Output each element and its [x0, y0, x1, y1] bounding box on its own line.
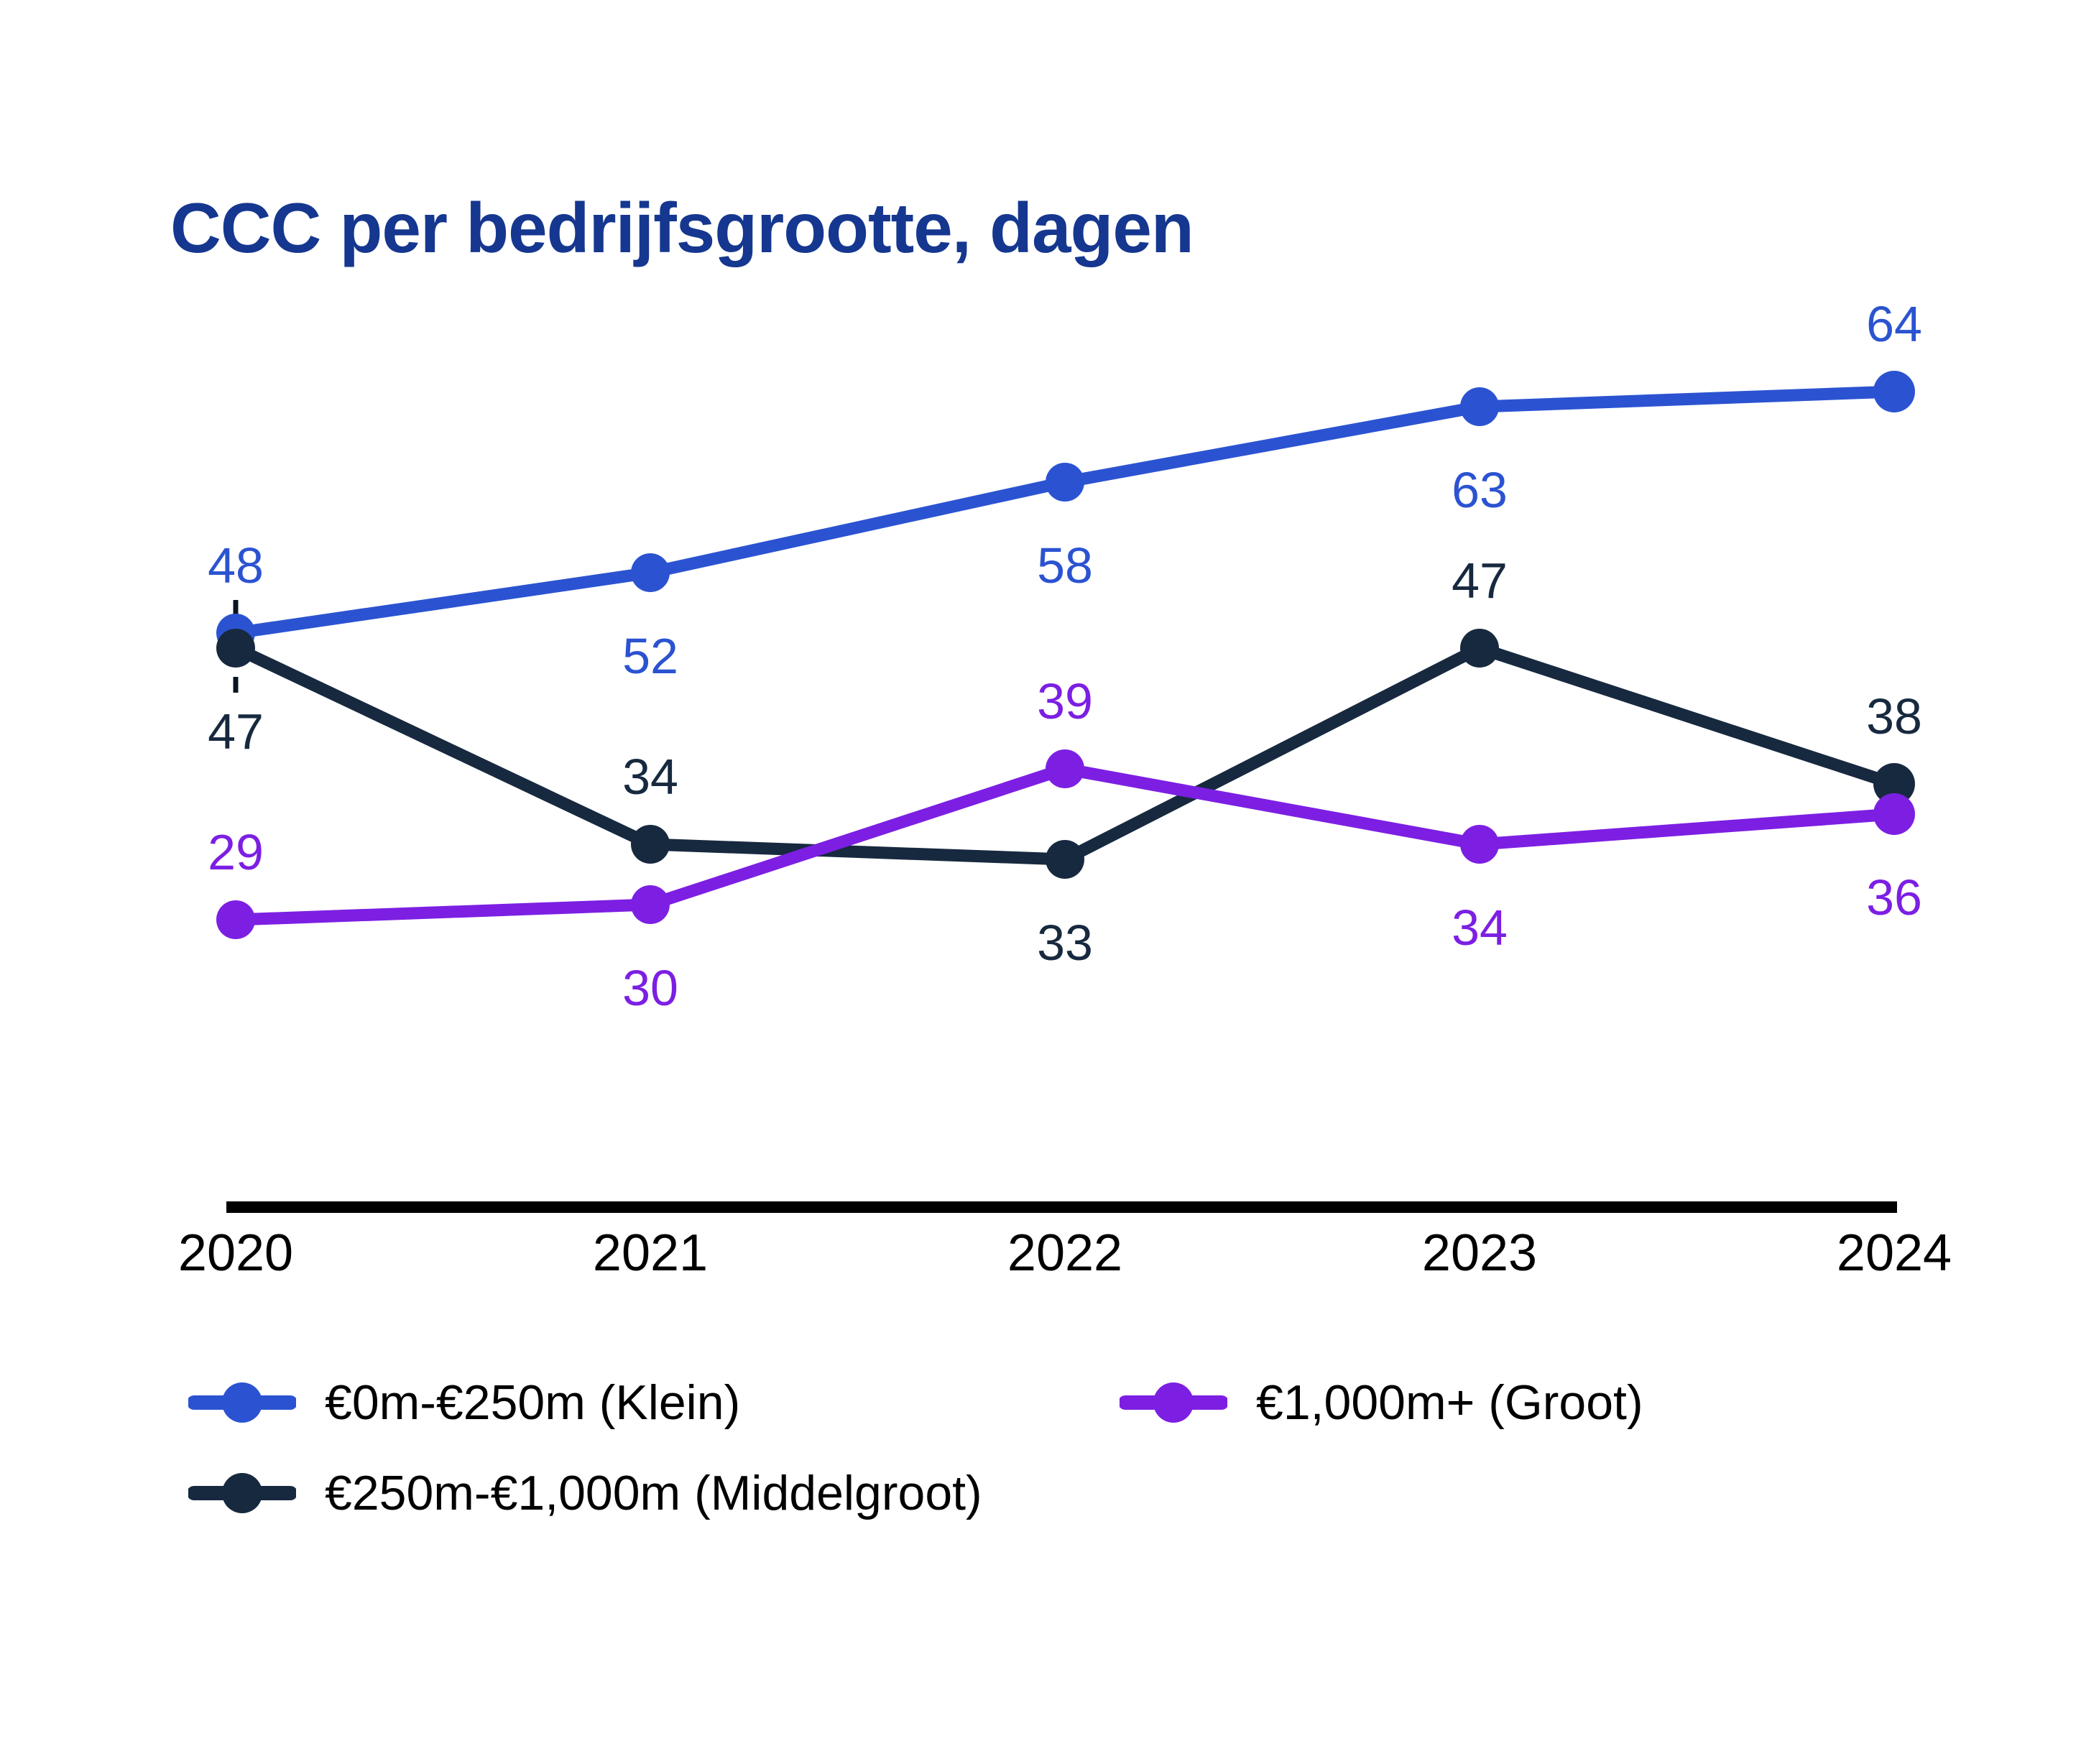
x-axis-label: 2024	[1837, 1224, 1952, 1282]
value-label-middelgroot: 33	[1037, 915, 1093, 971]
value-label-groot: 30	[622, 960, 678, 1016]
legend-label-groot: €1,000m+ (Groot)	[1256, 1375, 1643, 1430]
value-label-middelgroot: 47	[208, 703, 264, 759]
value-label-klein: 52	[622, 628, 678, 684]
value-label-klein: 63	[1452, 462, 1508, 518]
x-axis-label: 2020	[178, 1224, 293, 1282]
legend-label-middelgroot: €250m-€1,000m (Middelgroot)	[325, 1466, 982, 1520]
legend-label-klein: €0m-€250m (Klein)	[325, 1375, 741, 1430]
data-point-middelgroot	[216, 629, 255, 668]
data-point-middelgroot	[1046, 840, 1084, 879]
legend-item-klein: €0m-€250m (Klein)	[188, 1371, 740, 1434]
series-line-klein	[229, 385, 1901, 639]
value-label-groot: 36	[1866, 869, 1922, 925]
data-point-groot	[216, 900, 255, 939]
legend-item-middelgroot: €250m-€1,000m (Middelgroot)	[188, 1461, 982, 1525]
value-label-groot: 29	[208, 824, 264, 880]
data-point-groot	[1046, 749, 1084, 788]
value-label-groot: 34	[1452, 900, 1508, 956]
x-axis-label: 2022	[1007, 1224, 1122, 1282]
chart-title: CCC per bedrijfsgrootte, dagen	[170, 188, 1194, 267]
data-point-klein	[1046, 463, 1084, 502]
value-label-middelgroot: 34	[622, 749, 678, 805]
x-axis-label: 2021	[593, 1224, 708, 1282]
value-label-klein: 64	[1866, 296, 1922, 352]
x-axis-label: 2023	[1422, 1224, 1537, 1282]
legend-marker-groot-icon	[1120, 1382, 1227, 1423]
data-point-middelgroot	[1460, 629, 1499, 668]
value-label-klein: 58	[1037, 537, 1093, 594]
value-label-groot: 39	[1037, 673, 1093, 729]
value-label-middelgroot: 38	[1866, 688, 1922, 744]
data-point-groot	[631, 885, 670, 924]
legend-item-groot: €1,000m+ (Groot)	[1120, 1371, 1643, 1434]
data-point-middelgroot	[631, 825, 670, 864]
legend-marker-klein-icon	[188, 1382, 296, 1423]
data-point-klein	[1460, 387, 1499, 426]
value-label-klein: 48	[208, 537, 264, 594]
legend-marker-middelgroot-icon	[188, 1473, 296, 1513]
data-point-groot	[1460, 825, 1499, 864]
data-point-klein	[631, 553, 670, 592]
data-point-middelgroot	[1873, 763, 1915, 805]
data-point-klein	[1873, 371, 1915, 412]
data-point-groot	[1873, 793, 1915, 835]
value-label-middelgroot: 47	[1452, 553, 1508, 609]
